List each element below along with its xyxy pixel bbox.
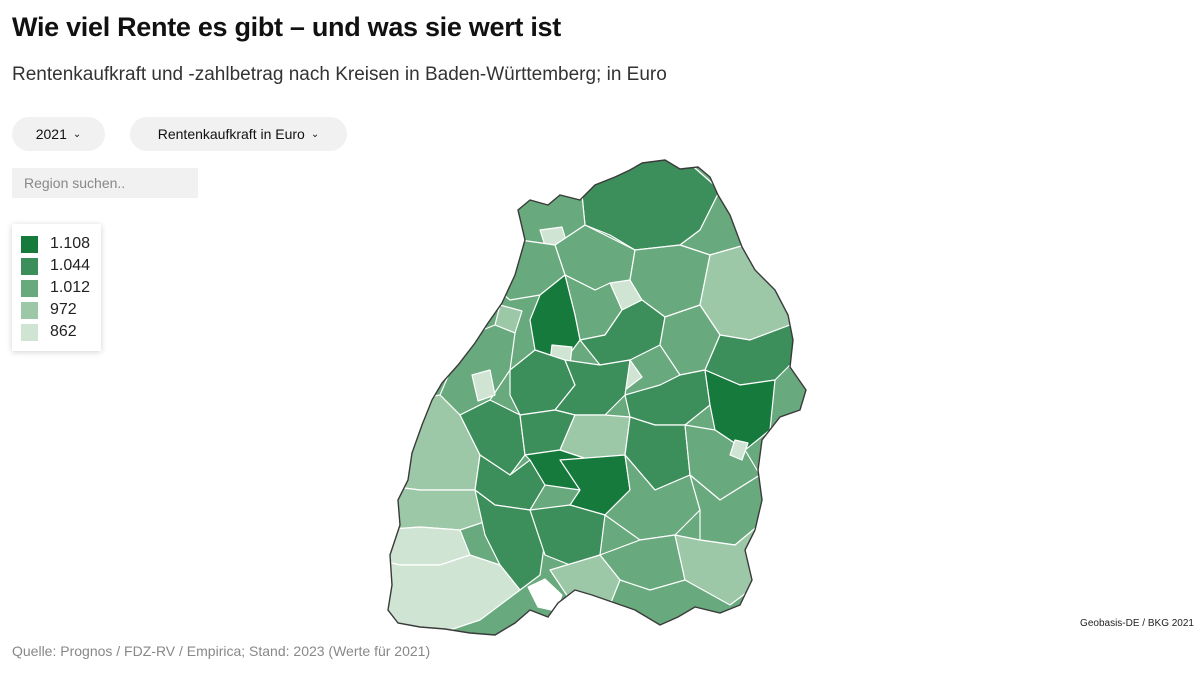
- district-region[interactable]: [529, 274, 581, 361]
- chevron-down-icon: ⌄: [72, 128, 82, 140]
- district-region[interactable]: [549, 554, 621, 606]
- map-legend: 1.108 1.044 1.012 972 862: [12, 224, 101, 351]
- legend-label: 972: [50, 301, 77, 318]
- legend-item: 1.108: [21, 233, 101, 255]
- state-border: [387, 159, 807, 636]
- source-note: Quelle: Prognos / FDZ-RV / Empirica; Sta…: [12, 643, 431, 659]
- region-search-input[interactable]: [12, 168, 198, 198]
- legend-item: 972: [21, 299, 101, 321]
- legend-swatch: [21, 257, 38, 275]
- metric-dropdown-label: Rentenkaufkraft in Euro: [157, 126, 305, 142]
- legend-label: 862: [50, 323, 77, 340]
- legend-item: 1.044: [21, 255, 101, 277]
- legend-item: 862: [21, 321, 101, 343]
- legend-swatch: [21, 235, 38, 253]
- district-region[interactable]: [380, 484, 491, 531]
- chevron-down-icon: ⌄: [310, 128, 320, 140]
- district-region[interactable]: [474, 489, 546, 591]
- legend-swatch: [21, 301, 38, 319]
- legend-swatch: [21, 323, 38, 341]
- year-dropdown-label: 2021: [35, 126, 67, 142]
- legend-item: 1.012: [21, 277, 101, 299]
- year-dropdown[interactable]: 2021 ⌄: [12, 117, 105, 151]
- page-subtitle: Rentenkaufkraft und -zahlbetrag nach Kre…: [12, 64, 667, 85]
- choropleth-map: [380, 159, 807, 640]
- legend-label: 1.108: [50, 235, 91, 252]
- legend-label: 1.044: [50, 257, 91, 274]
- district-region[interactable]: [380, 554, 521, 640]
- district-region[interactable]: [704, 369, 776, 451]
- map-credit: Geobasis-DE / BKG 2021: [1080, 618, 1194, 629]
- metric-dropdown[interactable]: Rentenkaufkraft in Euro ⌄: [130, 117, 347, 151]
- legend-label: 1.012: [50, 279, 91, 296]
- page-title: Wie viel Rente es gibt – und was sie wer…: [12, 12, 561, 42]
- district-region[interactable]: [729, 439, 749, 461]
- legend-swatch: [21, 279, 38, 297]
- district-region[interactable]: [471, 369, 496, 402]
